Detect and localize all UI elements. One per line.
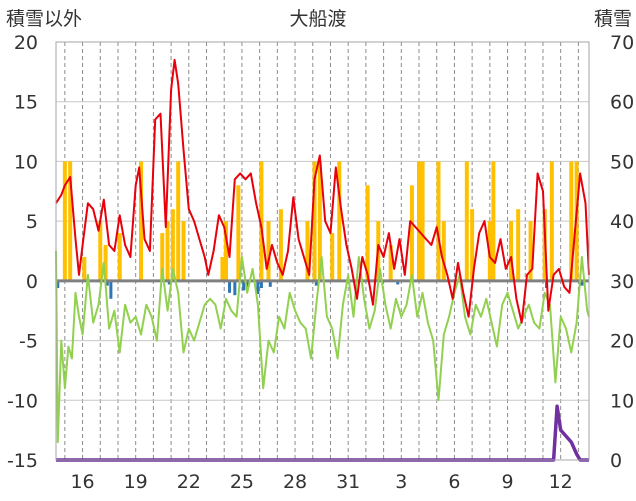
right-y-tick: 60 [610, 92, 634, 114]
right-y-tick: 0 [610, 450, 622, 472]
precip-bar [105, 280, 109, 286]
sunshine-bar [236, 185, 241, 281]
left-axis-label: 積雪以外 [6, 8, 82, 30]
sunshine-bar [223, 221, 228, 281]
sunshine-bar [98, 221, 103, 281]
left-y-tick: 0 [26, 271, 38, 293]
precip-bar [242, 280, 246, 291]
sunshine-bar [160, 233, 165, 281]
precip-bar [259, 280, 263, 289]
precip-bar [233, 280, 237, 296]
sunshine-bar [176, 161, 181, 281]
right-y-tick: 30 [610, 271, 634, 293]
sunshine-bar [259, 161, 264, 281]
precip-bar [256, 280, 260, 294]
right-y-tick: 70 [610, 32, 634, 54]
sunshine-bar [266, 221, 271, 281]
right-y-tick: 40 [610, 211, 634, 233]
x-tick: 16 [70, 471, 94, 493]
x-tick: 3 [395, 471, 407, 493]
precip-bar [228, 280, 232, 293]
right-y-tick: 10 [610, 390, 634, 412]
sunshine-bar [516, 209, 521, 281]
sunshine-bar [103, 245, 108, 281]
left-y-tick: 5 [26, 211, 38, 233]
right-y-ticks: 70 60 50 40 30 20 10 0 [610, 32, 634, 472]
sunshine-bar [330, 233, 335, 281]
x-tick: 31 [336, 471, 360, 493]
plot-frame [55, 41, 590, 461]
left-y-tick: -10 [7, 390, 38, 412]
sunshine-bar [170, 209, 175, 281]
max-temp-line [55, 58, 590, 324]
x-ticks: 16 19 22 25 28 31 3 6 9 12 [70, 471, 572, 493]
right-axis-label: 積雪 [594, 8, 632, 30]
sunshine-bar [62, 161, 67, 281]
left-y-tick: 20 [14, 32, 38, 54]
sunshine-bar [420, 161, 425, 281]
sunshine-bar [417, 161, 422, 281]
sunshine-bar [549, 161, 554, 281]
x-tick: 9 [501, 471, 513, 493]
sunshine-bars [62, 161, 579, 281]
sunshine-bar [337, 161, 342, 281]
sunshine-bar [569, 161, 574, 281]
right-y-tick: 50 [610, 151, 634, 173]
sunshine-bar [312, 161, 317, 281]
sunshine-bar [220, 256, 225, 281]
precip-bar [580, 280, 584, 286]
left-y-tick: 15 [14, 92, 38, 114]
precip-bar [268, 280, 272, 287]
x-tick: 6 [448, 471, 460, 493]
precip-bar [109, 280, 113, 299]
sunshine-bar [305, 221, 310, 281]
left-y-ticks: 20 15 10 5 0 -5 -10 -15 [7, 32, 38, 472]
left-y-tick: -15 [7, 450, 38, 472]
precip-bar [396, 280, 400, 285]
x-tick: 25 [230, 471, 254, 493]
sunshine-bar [509, 221, 514, 281]
sunshine-bar [278, 209, 283, 281]
precip-bar [314, 280, 318, 286]
sunshine-bar [165, 221, 170, 281]
x-tick: 28 [283, 471, 307, 493]
series-lines [55, 58, 590, 462]
sunshine-bar [365, 185, 370, 281]
precip-bar [167, 280, 171, 285]
sunshine-bar [317, 161, 322, 281]
sunshine-bar [470, 209, 475, 281]
sunshine-bar [441, 221, 446, 281]
x-tick: 12 [549, 471, 573, 493]
sunshine-bar [388, 245, 393, 281]
sunshine-bar [82, 256, 87, 281]
chart-title: 大船渡 [289, 8, 346, 30]
sunshine-bar [464, 161, 469, 281]
grid [56, 42, 589, 460]
sunshine-bar [409, 185, 414, 281]
sunshine-bar [436, 161, 441, 281]
left-y-tick: 10 [14, 151, 38, 173]
sunshine-bar [181, 221, 186, 281]
sunshine-bar [528, 221, 533, 281]
precip-bar [56, 280, 60, 289]
x-tick: 22 [177, 471, 201, 493]
sunshine-bar [491, 161, 496, 281]
sunshine-bar [68, 161, 73, 281]
sunshine-bar [117, 233, 122, 281]
right-y-tick: 20 [610, 331, 634, 353]
min-temp-line [55, 250, 590, 444]
sunshine-bar [138, 161, 143, 281]
precip-bar [245, 280, 249, 290]
left-y-tick: -5 [19, 331, 38, 353]
snow-depth-line [56, 404, 589, 462]
x-tick: 19 [124, 471, 148, 493]
